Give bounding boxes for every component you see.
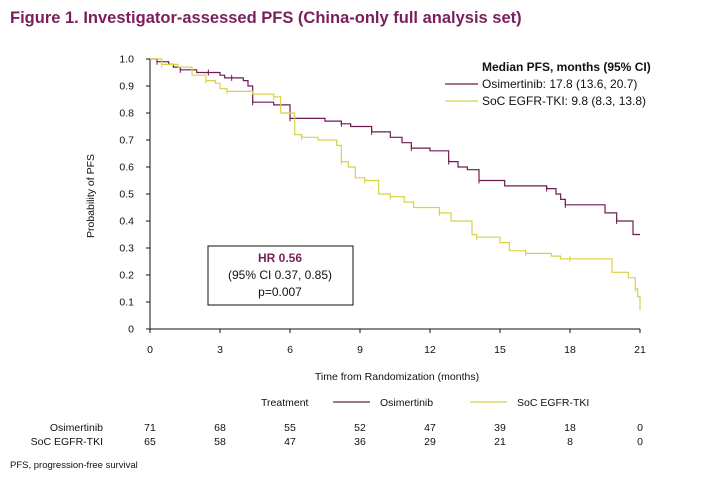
y-tick-label: 0 xyxy=(128,324,134,336)
treatment-name: SoC EGFR-TKI xyxy=(517,397,589,409)
risk-count: 39 xyxy=(494,422,506,434)
x-tick-label: 21 xyxy=(634,344,646,356)
y-tick-label: 0.2 xyxy=(119,270,134,282)
x-tick-label: 15 xyxy=(494,344,506,356)
km-curve-osimertinib xyxy=(150,58,640,236)
risk-count: 47 xyxy=(424,422,436,434)
treatment-legend: Treatment Osimertinib SoC EGFR-TKI xyxy=(261,397,589,409)
y-tick-label: 0.7 xyxy=(119,135,134,147)
hr-value: HR 0.56 xyxy=(258,251,302,265)
legend-entry: SoC EGFR-TKI: 9.8 (8.3, 13.8) xyxy=(482,94,646,108)
risk-count: 71 xyxy=(144,422,156,434)
risk-count: 21 xyxy=(494,436,506,448)
x-tick-label: 6 xyxy=(287,344,293,356)
y-tick-label: 0.1 xyxy=(119,297,134,309)
risk-count: 58 xyxy=(214,436,226,448)
risk-count: 65 xyxy=(144,436,156,448)
hazard-ratio-box: HR 0.56 (95% CI 0.37, 0.85) p=0.007 xyxy=(207,245,354,306)
figure-title: Figure 1. Investigator-assessed PFS (Chi… xyxy=(10,9,522,27)
risk-count: 47 xyxy=(284,436,296,448)
risk-count: 68 xyxy=(214,422,226,434)
y-tick-label: 0.5 xyxy=(119,189,134,201)
risk-count: 0 xyxy=(637,436,643,448)
y-tick-label: 0.4 xyxy=(119,216,134,228)
risk-count: 52 xyxy=(354,422,366,434)
y-tick-label: 0.8 xyxy=(119,108,134,120)
hr-box-frame xyxy=(207,245,354,306)
risk-count: 29 xyxy=(424,436,436,448)
hr-p-value: p=0.007 xyxy=(258,285,302,299)
x-tick-label: 0 xyxy=(147,344,153,356)
y-tick-label: 1.0 xyxy=(119,54,134,66)
chart-axes: 0 0.1 0.2 0.3 0.4 0.5 0.6 0.7 0.8 0.9 1.0 0 3 6 9 12 15 1… xyxy=(85,54,646,384)
km-curve-soc-egfr-tki xyxy=(150,58,641,311)
x-tick-label: 9 xyxy=(357,344,363,356)
y-tick-label: 0.9 xyxy=(119,81,134,93)
x-tick-label: 12 xyxy=(424,344,436,356)
risk-row-label: Osimertinib xyxy=(50,422,103,434)
x-tick-label: 3 xyxy=(217,344,223,356)
risk-count: 36 xyxy=(354,436,366,448)
risk-count: 0 xyxy=(637,422,643,434)
footnote: PFS, progression-free survival xyxy=(10,460,138,471)
risk-table: Osimertinib 71 68 55 52 47 39 18 0 SoC EGFR-TKI 65… xyxy=(31,422,643,448)
x-axis-label: Time from Randomization (months) xyxy=(315,371,479,383)
legend-header: Median PFS, months (95% CI) xyxy=(482,60,651,74)
y-axis-label: Probability of PFS xyxy=(85,154,97,238)
y-tick-label: 0.3 xyxy=(119,243,134,255)
risk-count: 18 xyxy=(564,422,576,434)
risk-count: 8 xyxy=(567,436,573,448)
y-tick-label: 0.6 xyxy=(119,162,134,174)
median-pfs-legend: Median PFS, months (95% CI) Osimertinib: … xyxy=(445,60,651,108)
treatment-name: Osimertinib xyxy=(380,397,433,409)
legend-entry: Osimertinib: 17.8 (13.6, 20.7) xyxy=(482,77,637,91)
x-tick-label: 18 xyxy=(564,344,576,356)
risk-row-label: SoC EGFR-TKI xyxy=(31,436,103,448)
treatment-label: Treatment xyxy=(261,397,309,409)
chart-curves xyxy=(150,58,641,311)
risk-count: 55 xyxy=(284,422,296,434)
hr-ci: (95% CI 0.37, 0.85) xyxy=(228,268,332,282)
